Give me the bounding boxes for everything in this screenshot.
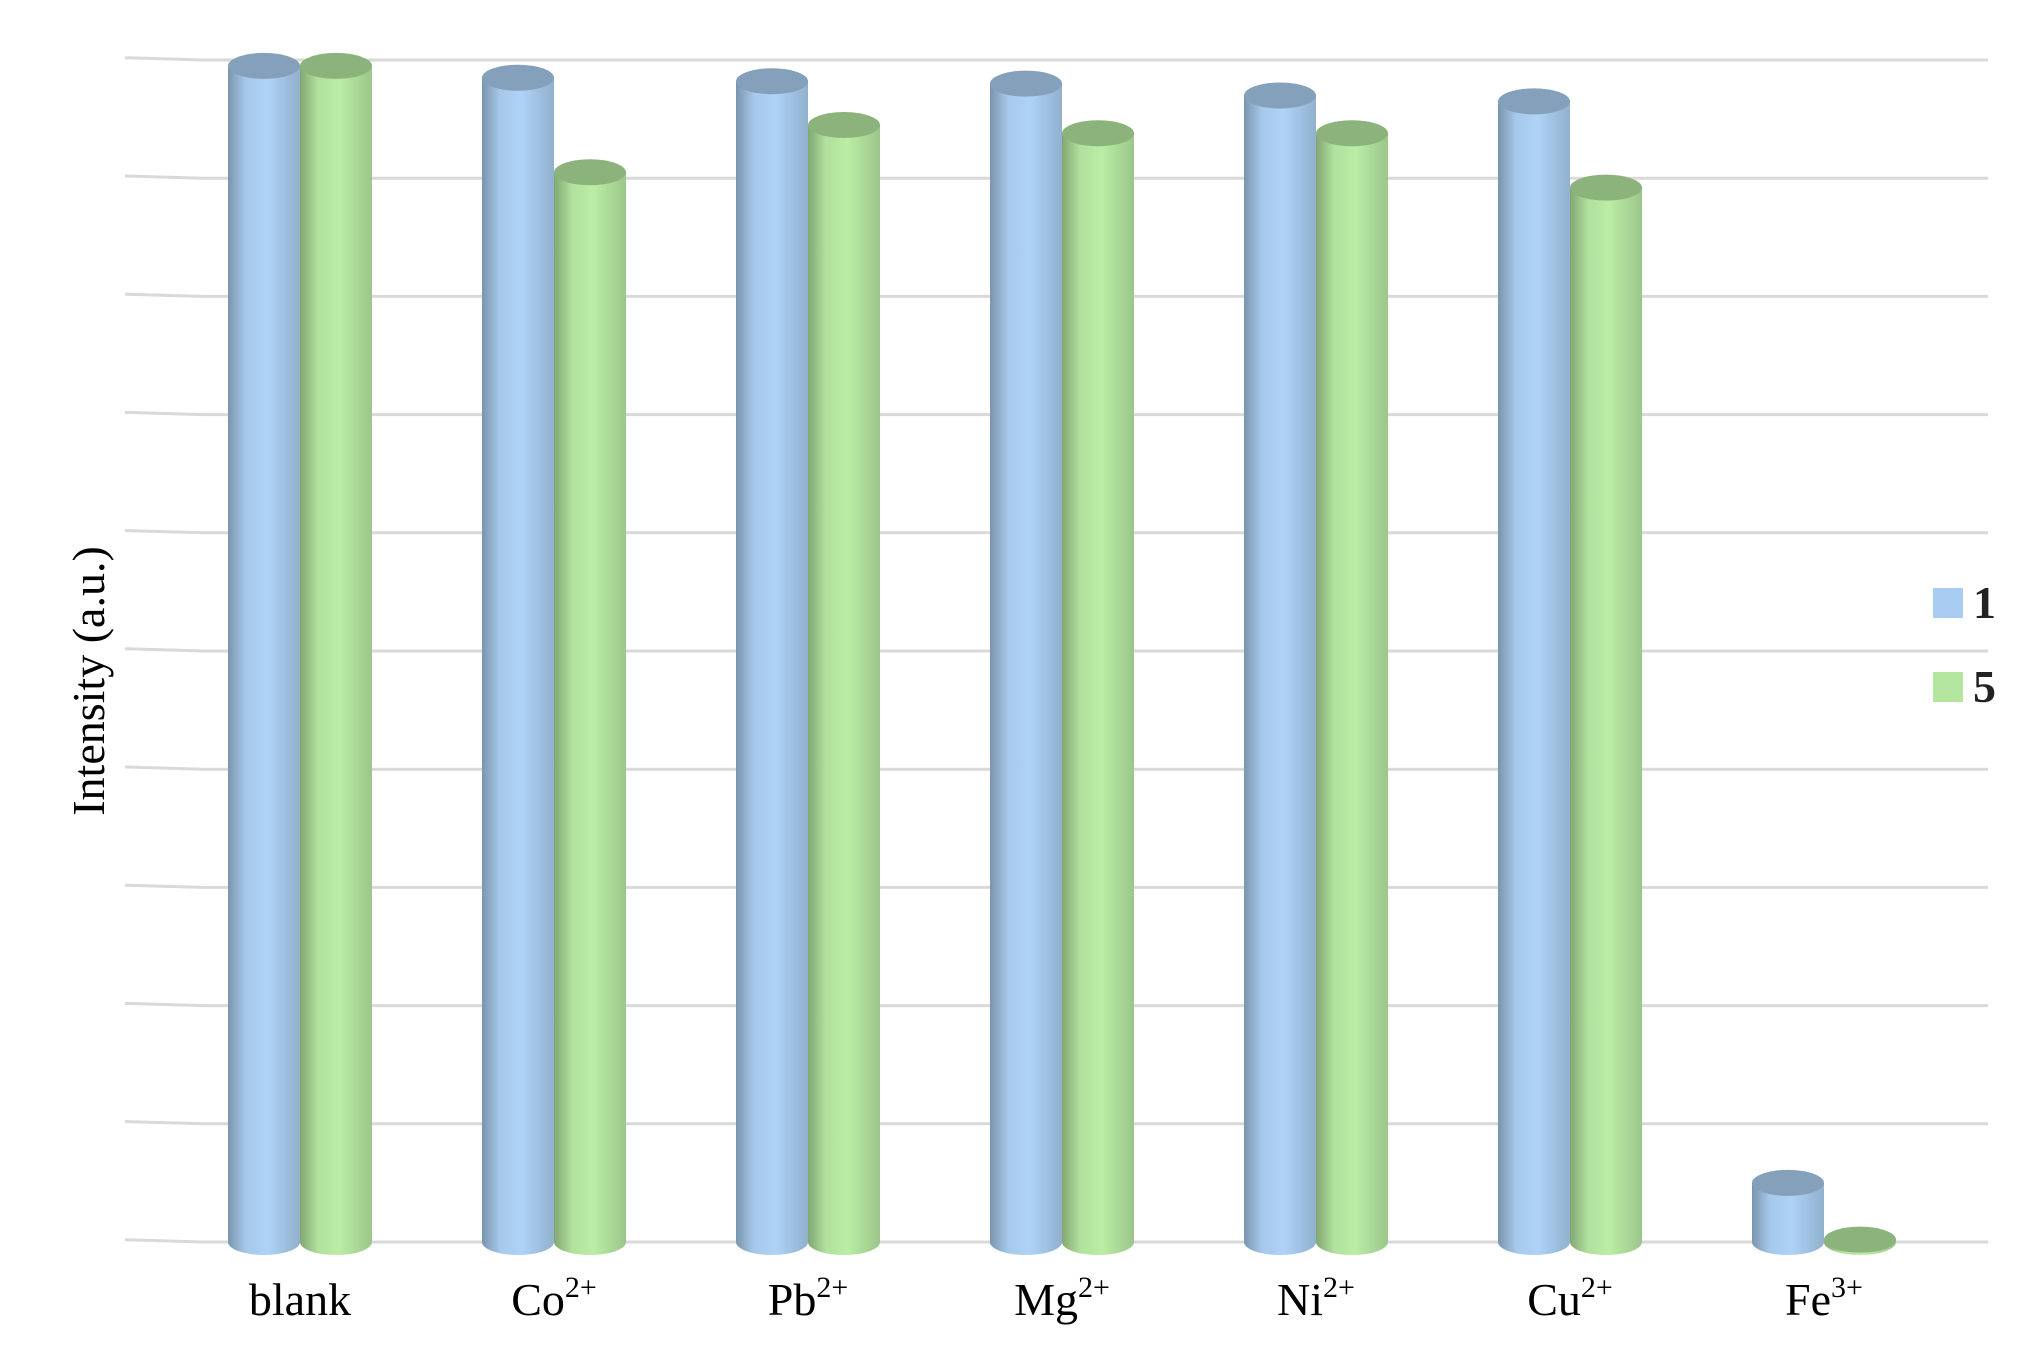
gridline-side [124, 174, 204, 180]
gridline-side [124, 1120, 204, 1126]
bar-cap [1244, 82, 1316, 109]
gridline-side [124, 56, 204, 62]
bar-cap [1570, 174, 1642, 201]
x-tick-label: Ni2+ [1277, 1271, 1355, 1325]
bar-cap [228, 52, 300, 79]
gridline-side [124, 410, 204, 417]
bar-cap [1062, 120, 1134, 147]
bar-fe-series-5 [1824, 1226, 1896, 1255]
bar-ni-series-5 [1316, 120, 1388, 1256]
bar-cap [808, 112, 880, 139]
bar-body [1316, 133, 1388, 1256]
x-tick-label: Co2+ [511, 1271, 597, 1325]
bar-body [736, 81, 808, 1255]
x-tick-label: Fe3+ [1785, 1271, 1863, 1325]
bar-cap [554, 159, 626, 186]
bar-cu-series-5 [1570, 174, 1642, 1255]
bar-body [990, 83, 1062, 1255]
y-axis-label-text: Intensity (a.u.) [63, 546, 114, 816]
bar-body [808, 125, 880, 1255]
bar-body [1062, 133, 1134, 1256]
bar-body [554, 172, 626, 1255]
x-tick-label: Mg2+ [1014, 1271, 1110, 1325]
bar-cap [990, 70, 1062, 97]
bar-mg-series-5 [1062, 120, 1134, 1256]
bar-mg-series-1 [990, 70, 1062, 1255]
bar-cap [1316, 120, 1388, 147]
bar-cap [1752, 1169, 1824, 1196]
x-tick-label: blank [249, 1274, 351, 1325]
bar-pb-series-1 [736, 68, 808, 1255]
legend-label: 5 [1973, 661, 1996, 712]
gridline-side [124, 1238, 204, 1244]
legend-swatch [1933, 588, 1963, 618]
bar-cap [1498, 88, 1570, 115]
bar-body [1752, 1182, 1824, 1255]
bar-pb-series-5 [808, 112, 880, 1255]
bar-body [1498, 101, 1570, 1256]
bar-body [1244, 95, 1316, 1256]
legend: 15 [1933, 577, 1996, 712]
bar-body [300, 65, 372, 1255]
x-tick-label: Cu2+ [1527, 1271, 1613, 1325]
bar-cap [482, 64, 554, 91]
bar-cap [300, 52, 372, 79]
bar-ni-series-1 [1244, 82, 1316, 1256]
bar-body [228, 65, 300, 1255]
gridline-side [124, 647, 204, 653]
bars [228, 52, 1896, 1256]
gridline-side [124, 292, 204, 298]
bar-body [482, 77, 554, 1256]
gridline-side [124, 765, 204, 771]
legend-swatch [1933, 672, 1963, 702]
y-axis-label: Intensity (a.u.) [62, 411, 115, 816]
bar-cap [736, 68, 808, 95]
bar-blank-series-1 [228, 52, 300, 1255]
bar-body [1570, 187, 1642, 1255]
bar-cap [1824, 1226, 1896, 1253]
x-tick-labels: blank Co2+ Pb2+ Mg2+ Ni2+ Cu2+ Fe3+ [249, 1271, 1863, 1325]
bar-cu-series-1 [1498, 88, 1570, 1256]
x-tick-label: Pb2+ [768, 1271, 849, 1325]
gridline-side [124, 1001, 204, 1008]
bar-co-series-5 [554, 159, 626, 1255]
bar-blank-series-5 [300, 52, 372, 1255]
legend-label: 1 [1973, 577, 1996, 628]
gridline-side [124, 529, 204, 535]
bar-co-series-1 [482, 64, 554, 1256]
bar-fe-series-1 [1752, 1169, 1824, 1255]
gridline-side [124, 883, 204, 889]
